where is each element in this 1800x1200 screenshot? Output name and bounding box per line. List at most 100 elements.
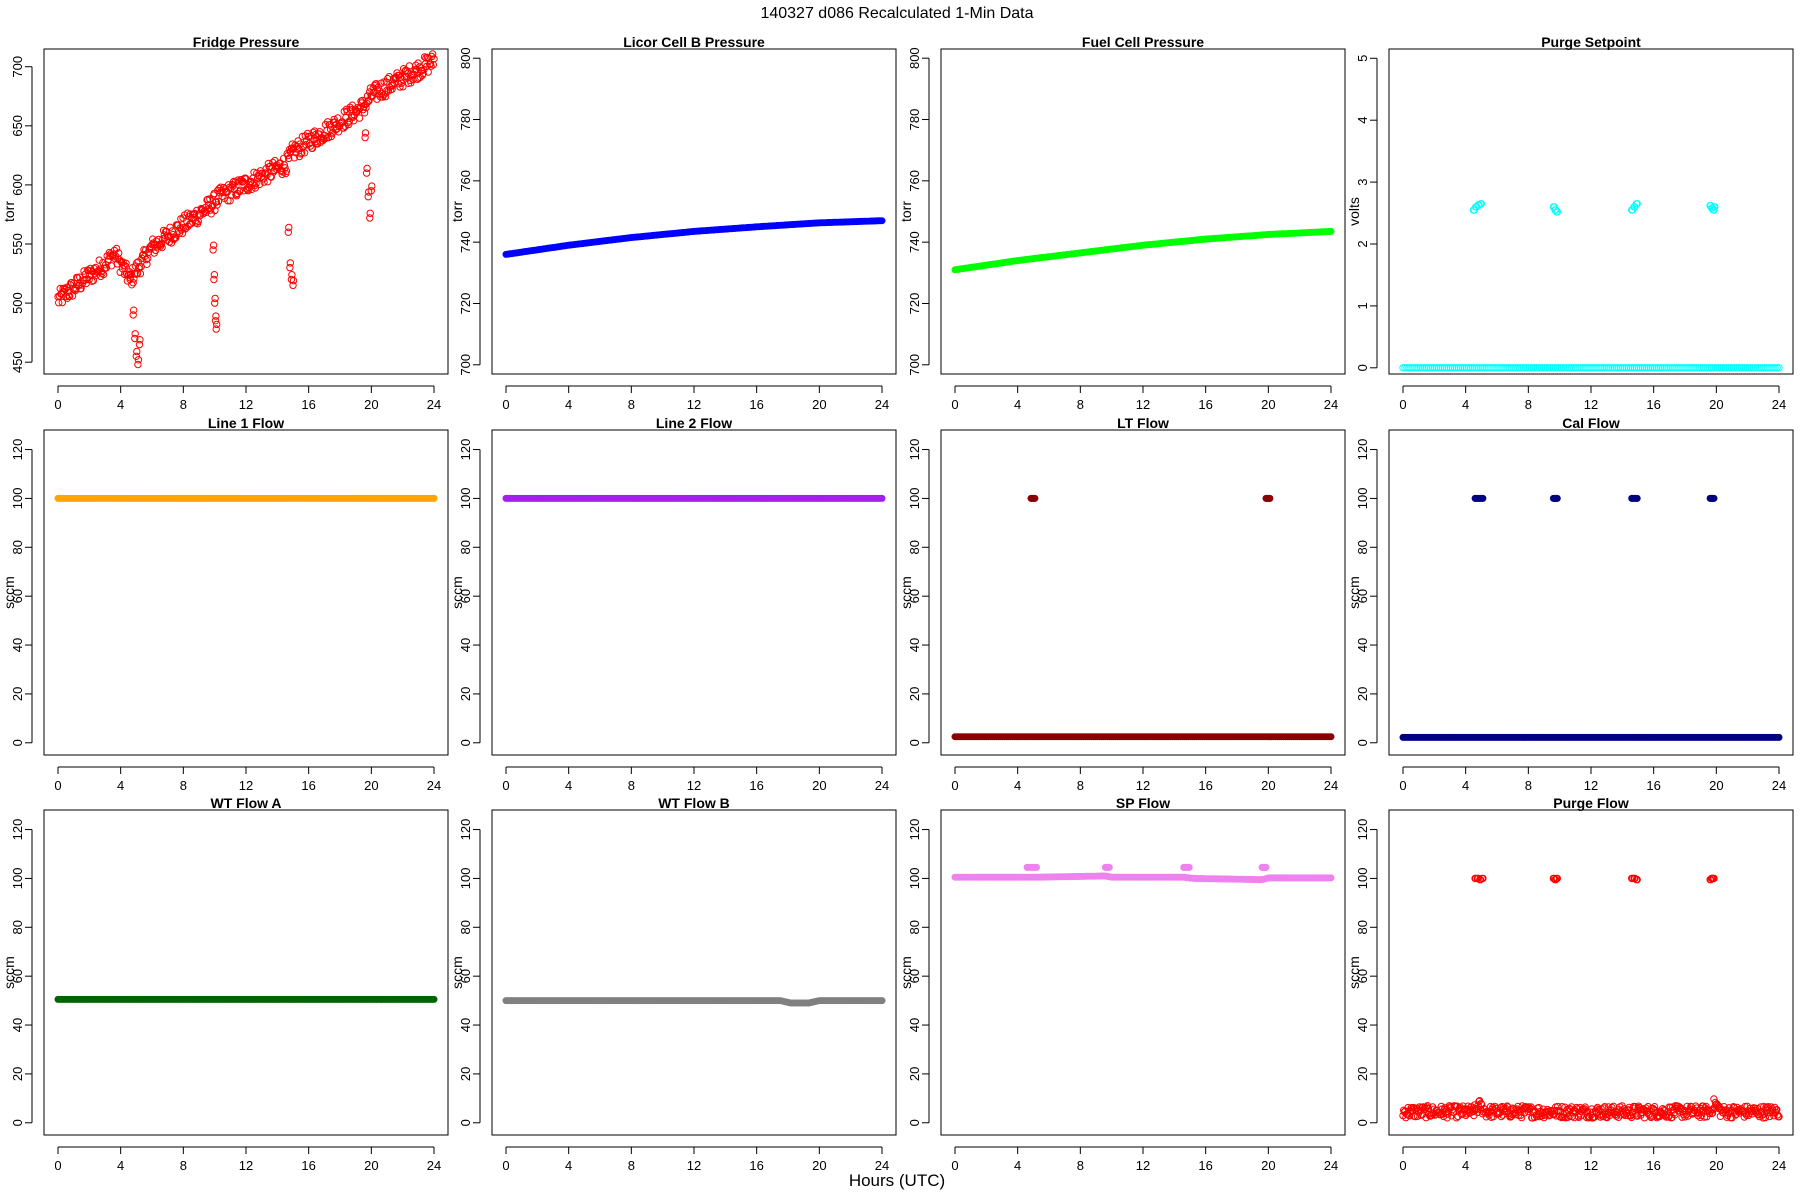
panel-title: Purge Setpoint (1541, 34, 1641, 50)
x-tick-label: 0 (502, 1158, 509, 1173)
data-point (1479, 494, 1487, 502)
y-tick-label: 120 (458, 439, 473, 461)
plot-area (940, 48, 1346, 375)
data-point (367, 187, 375, 195)
data-point (1617, 364, 1625, 372)
panel-title: Cal Flow (1562, 415, 1620, 431)
data-point (384, 74, 392, 83)
y-tick-label: 450 (10, 351, 25, 373)
y-axis-label: volts (1346, 197, 1362, 226)
x-tick-label: 20 (1261, 778, 1275, 793)
data-point (1571, 364, 1579, 372)
y-tick-label: 20 (1355, 1067, 1370, 1081)
data-point (224, 197, 232, 205)
data-point (166, 223, 174, 232)
data-point (1497, 1112, 1506, 1121)
data-point (1438, 364, 1447, 372)
data-point (1605, 364, 1613, 372)
data-point (1405, 1112, 1414, 1120)
data-point (1609, 364, 1617, 372)
data-point (192, 219, 200, 227)
y-tick-label: 80 (907, 540, 922, 554)
x-tick-label: 0 (951, 1158, 958, 1173)
x-tick-label: 12 (687, 1158, 701, 1173)
y-axis-label: torr (1, 201, 17, 222)
y-tick-label: 20 (458, 687, 473, 701)
data-point (210, 271, 219, 279)
data-point (251, 184, 260, 192)
x-tick-label: 24 (875, 397, 889, 412)
data-points (1399, 200, 1783, 372)
data-point (364, 193, 372, 201)
y-tick-label: 740 (458, 231, 473, 253)
data-point (217, 183, 225, 191)
x-tick-label: 12 (239, 778, 253, 793)
y-tick-label: 20 (10, 1067, 25, 1081)
y-tick-label: 100 (458, 488, 473, 510)
data-point (1642, 364, 1651, 372)
data-point (136, 336, 144, 344)
y-tick-label: 100 (1355, 488, 1370, 510)
data-point (1483, 1107, 1491, 1116)
data-point (428, 50, 437, 58)
panel-title: Line 2 Flow (656, 415, 732, 431)
data-point (218, 192, 226, 201)
data-point (151, 246, 160, 255)
data-point (1479, 874, 1487, 883)
x-tick-label: 4 (565, 397, 572, 412)
y-tick-label: 40 (907, 638, 922, 652)
y-tick-label: 0 (10, 739, 25, 746)
data-point (1633, 494, 1641, 502)
x-tick-label: 0 (951, 778, 958, 793)
x-tick-label: 24 (875, 778, 889, 793)
data-point (1710, 364, 1718, 372)
y-axis-label: sccm (898, 576, 914, 609)
data-point (1485, 1111, 1493, 1120)
x-tick-label: 8 (180, 397, 187, 412)
data-point (1552, 875, 1560, 884)
y-tick-label: 40 (1355, 638, 1370, 652)
data-point (134, 360, 142, 369)
data-point (1440, 364, 1449, 372)
data-point (211, 317, 220, 325)
data-point (1694, 364, 1702, 372)
chart-panel: Fridge Pressure torr 0 4 8 12 16 20 24 450 500 550 6… (1, 34, 449, 412)
data-point (143, 260, 151, 268)
data-point (1751, 364, 1760, 372)
data-point (878, 494, 886, 502)
data-point (1581, 364, 1589, 372)
data-point (272, 165, 281, 173)
y-tick-label: 500 (10, 292, 25, 314)
data-point (1633, 875, 1641, 884)
figure-xlabel: Hours (UTC) (849, 1171, 945, 1190)
x-tick-label: 0 (54, 778, 61, 793)
y-tick-label: 40 (1355, 1018, 1370, 1032)
panel-title: Line 1 Flow (208, 415, 284, 431)
data-point (412, 61, 420, 69)
figure-title: 140327 d086 Recalculated 1-Min Data (760, 5, 1033, 22)
y-tick-label: 700 (907, 354, 922, 376)
x-tick-label: 20 (364, 778, 378, 793)
x-tick-label: 12 (1136, 397, 1150, 412)
y-tick-label: 80 (458, 920, 473, 934)
panel-title: WT Flow A (210, 795, 281, 811)
data-points (54, 995, 438, 1003)
x-tick-label: 24 (875, 1158, 889, 1173)
x-tick-label: 24 (1772, 778, 1786, 793)
y-axis-label: sccm (1346, 576, 1362, 609)
y-tick-label: 720 (907, 293, 922, 315)
data-point (1741, 364, 1750, 372)
x-tick-label: 4 (117, 778, 124, 793)
data-point (170, 235, 178, 244)
y-tick-label: 80 (1355, 540, 1370, 554)
y-tick-label: 700 (10, 56, 25, 78)
data-point (1654, 364, 1663, 372)
data-point (1401, 364, 1409, 372)
data-point (1719, 364, 1728, 372)
x-tick-label: 4 (1462, 778, 1469, 793)
data-points (1399, 874, 1783, 1122)
data-point (1682, 364, 1690, 372)
data-point (362, 169, 371, 177)
data-point (1492, 364, 1500, 372)
data-point (1427, 364, 1435, 372)
